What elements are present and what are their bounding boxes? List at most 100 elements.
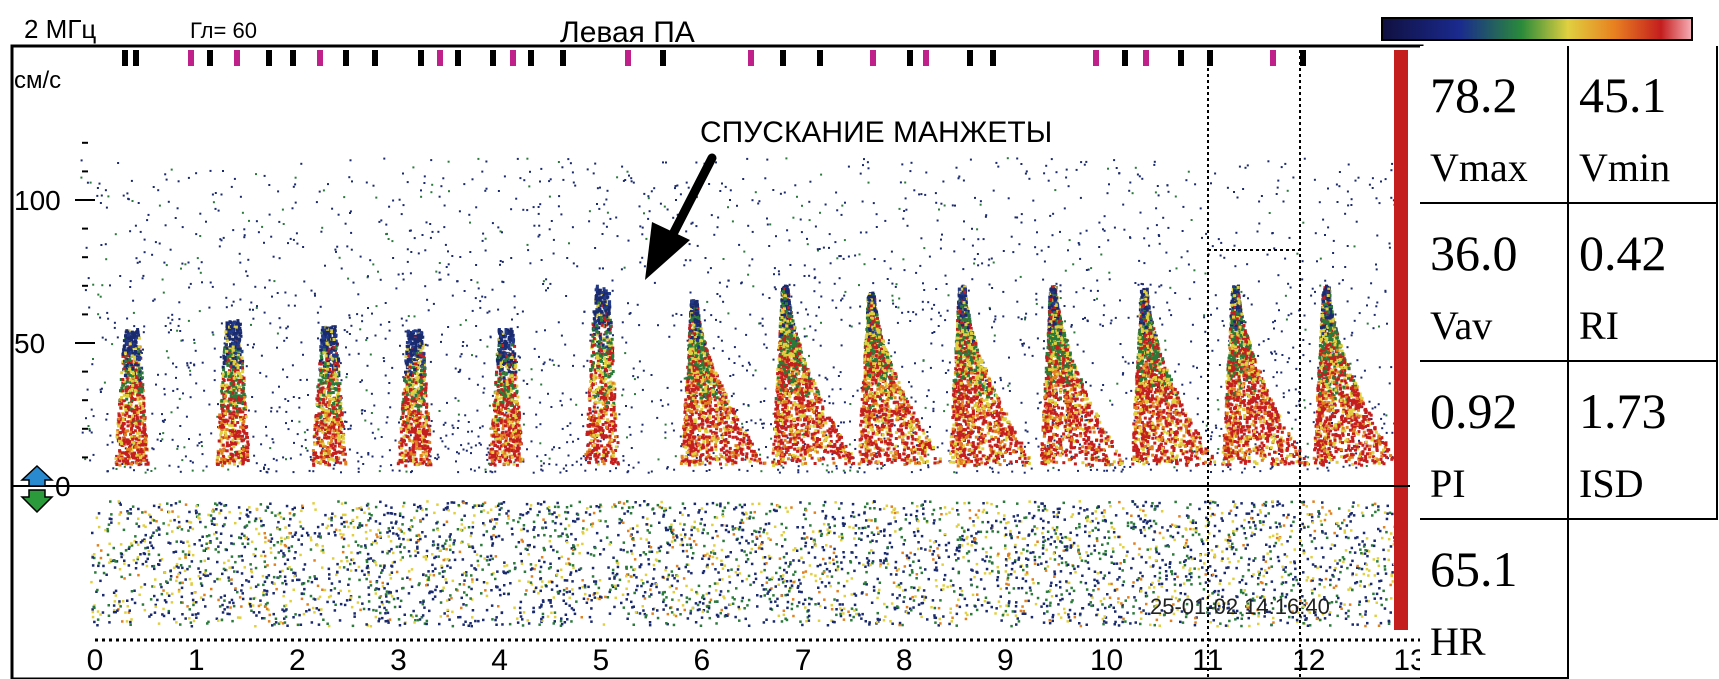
spectrum-dot	[970, 544, 973, 547]
spectrum-dot	[113, 600, 117, 603]
spectrum-dot	[634, 393, 636, 396]
spectrum-dot	[387, 535, 390, 538]
spectrum-dot	[345, 556, 348, 559]
spectrum-dot	[1377, 527, 1380, 531]
spectrum-dot	[609, 217, 612, 220]
spectrum-dot	[1204, 272, 1207, 275]
spectrum-dot	[852, 515, 856, 519]
spectrum-dot	[557, 557, 561, 560]
spectrum-dot	[989, 308, 991, 311]
spectrum-dot	[702, 528, 705, 531]
spectrum-dot	[625, 567, 628, 570]
spectrum-dot	[86, 181, 89, 184]
spectrum-dot	[1017, 556, 1021, 560]
spectrum-dot	[263, 467, 265, 470]
spectrum-dot	[917, 547, 920, 551]
spectrum-dot	[443, 612, 446, 615]
spectrum-dot	[513, 306, 516, 309]
spectrum-dot	[1302, 503, 1305, 506]
spectrum-dot	[485, 160, 488, 163]
spectrum-dot	[1272, 616, 1275, 620]
spectrum-dot	[833, 598, 836, 601]
spectrum-dot	[425, 221, 428, 224]
spectrum-dot	[842, 618, 846, 621]
spectrum-dot	[1008, 356, 1010, 359]
spectrum-dot	[105, 206, 108, 209]
spectrum-dot	[327, 183, 329, 186]
spectrum-dot	[421, 517, 425, 521]
spectrum-dot	[676, 213, 679, 216]
spectrum-dot	[908, 521, 911, 525]
spectrum-dot	[625, 341, 628, 344]
spectrum-dot	[529, 507, 532, 511]
spectrum-dot	[553, 620, 556, 623]
spectrum-dot	[974, 196, 976, 199]
spectrum-dot	[317, 337, 319, 340]
spectrum-dot	[615, 467, 617, 470]
spectrum-dot	[1313, 302, 1316, 305]
spectrum-dot	[338, 529, 341, 532]
spectrum-dot	[764, 522, 768, 526]
spectrum-dot	[750, 533, 754, 536]
spectrum-dot	[652, 577, 655, 580]
spectrum-dot	[590, 607, 593, 610]
spectrum-dot	[1015, 551, 1018, 554]
spectrum-dot	[263, 241, 265, 244]
spectrum-dot	[624, 352, 627, 355]
spectrum-dot	[395, 589, 398, 593]
spectrum-dot	[564, 343, 567, 346]
spectrum-dot	[934, 621, 937, 624]
spectrum-dot	[707, 271, 710, 274]
spectrum-dot	[1183, 608, 1187, 611]
spectrum-dot	[839, 371, 842, 374]
spectrum-dot	[908, 381, 910, 384]
spectrum-dot	[317, 608, 321, 612]
spectrum-dot	[402, 501, 406, 505]
spectrum-dot	[143, 538, 146, 541]
spectrum-dot	[176, 445, 179, 448]
spectrum-dot	[399, 344, 401, 347]
spectrum-dot	[526, 529, 529, 533]
spectrum-dot	[80, 159, 83, 162]
spectrum-dot	[347, 277, 350, 280]
spectrum-dot	[1263, 569, 1267, 572]
spectrum-dot	[1043, 539, 1047, 542]
spectrum-dot	[781, 577, 784, 581]
spectrum-dot	[136, 543, 140, 546]
spectrum-dot	[1190, 583, 1193, 586]
spectrum-dot	[533, 535, 536, 539]
spectrum-dot	[680, 540, 684, 543]
spectrum-dot	[626, 510, 630, 513]
spectrum-dot	[634, 501, 637, 504]
spectrum-dot	[314, 508, 317, 511]
spectrum-dot	[313, 559, 316, 562]
spectrum-dot	[1304, 455, 1307, 458]
spectrum-dot	[1158, 582, 1161, 586]
spectrum-dot	[1368, 183, 1371, 186]
spectrum-dot	[1017, 620, 1021, 623]
spectrum-dot	[302, 592, 306, 596]
spectrum-dot	[892, 508, 895, 511]
spectrum-dot	[572, 364, 574, 367]
spectrum-dot	[1221, 470, 1224, 473]
spectrum-dot	[588, 210, 591, 213]
spectrum-dot	[321, 548, 325, 552]
spectrum-dot	[1364, 624, 1367, 628]
spectrum-dot	[487, 462, 490, 465]
spectrum-dot	[1130, 389, 1133, 392]
spectrum-dot	[695, 456, 698, 459]
spectrum-dot	[768, 510, 772, 513]
spectrum-dot	[674, 185, 677, 188]
spectrum-dot	[1075, 527, 1078, 530]
spectrum-dot	[936, 219, 939, 222]
spectrum-dot	[471, 545, 474, 548]
spectrum-dot	[942, 584, 945, 587]
spectrum-dot	[1014, 519, 1017, 523]
spectrum-dot	[240, 532, 244, 536]
spectrum-dot	[1098, 246, 1101, 248]
spectrum-dot	[432, 302, 435, 305]
spectrum-dot	[422, 573, 425, 577]
spectrum-dot	[941, 344, 944, 347]
spectrum-dot	[1255, 435, 1257, 437]
spectrum-dot	[377, 428, 380, 431]
